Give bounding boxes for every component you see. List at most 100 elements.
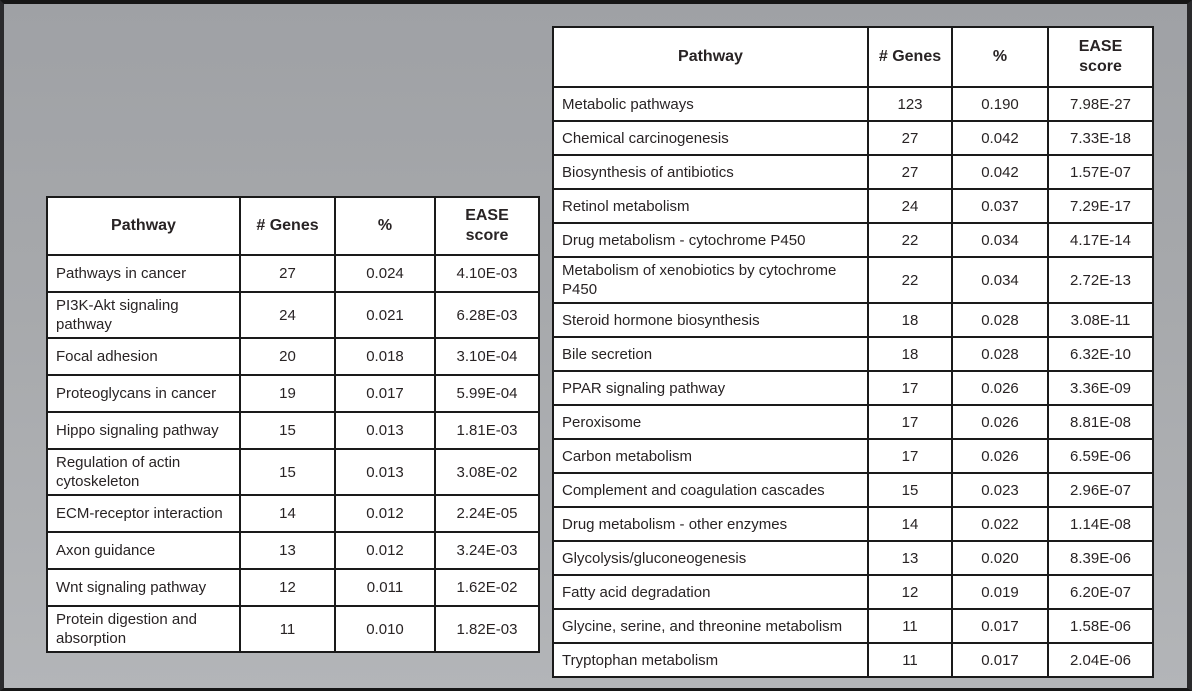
percent-cell: 0.011 [334, 568, 436, 607]
ease-score-cell: 2.96E-07 [1047, 472, 1154, 508]
genes-cell: 14 [239, 494, 336, 533]
genes-cell: 18 [867, 302, 953, 338]
pathway-cell: Proteoglycans in cancer [46, 374, 241, 413]
genes-cell: 13 [239, 531, 336, 570]
column-header: Pathway [552, 26, 869, 88]
table-row: Bile secretion 18 0.028 6.32E-10 [552, 336, 1154, 372]
ease-score-cell: 1.57E-07 [1047, 154, 1154, 190]
table-row: Biosynthesis of antibiotics 27 0.042 1.57E-… [552, 154, 1154, 190]
percent-cell: 0.017 [951, 608, 1049, 644]
ease-score-cell: 3.08E-11 [1047, 302, 1154, 338]
percent-cell: 0.042 [951, 154, 1049, 190]
column-header: EASE score [1047, 26, 1154, 88]
genes-cell: 24 [867, 188, 953, 224]
table-header-row: Pathway # Genes% EASE score [46, 196, 540, 256]
pathway-cell: Regulation of actin cytoskeleton [46, 448, 241, 496]
table-row: Protein digestion and absorption 11 0.010 1… [46, 605, 540, 653]
table-row: ECM-receptor interaction 14 0.012 2.24E-05 [46, 494, 540, 533]
percent-cell: 0.028 [951, 336, 1049, 372]
ease-score-cell: 8.39E-06 [1047, 540, 1154, 576]
genes-cell: 13 [867, 540, 953, 576]
ease-score-cell: 2.04E-06 [1047, 642, 1154, 678]
genes-cell: 12 [867, 574, 953, 610]
genes-cell: 15 [239, 411, 336, 450]
ease-score-cell: 1.14E-08 [1047, 506, 1154, 542]
genes-cell: 27 [867, 154, 953, 190]
table-row: Retinol metabolism 24 0.037 7.29E-17 [552, 188, 1154, 224]
table-row: Regulation of actin cytoskeleton 15 0.013 3… [46, 448, 540, 496]
pathway-cell: Fatty acid degradation [552, 574, 869, 610]
genes-cell: 17 [867, 370, 953, 406]
table-row: Focal adhesion 20 0.018 3.10E-04 [46, 337, 540, 376]
ease-score-cell: 4.10E-03 [434, 254, 540, 293]
table-row: Peroxisome 17 0.026 8.81E-08 [552, 404, 1154, 440]
pathway-cell: PI3K-Akt signaling pathway [46, 291, 241, 339]
pathway-cell: Complement and coagulation cascades [552, 472, 869, 508]
percent-cell: 0.034 [951, 256, 1049, 304]
pathway-enrichment-table-left: Pathway # Genes% EASE score Pathways in ca… [46, 196, 540, 653]
percent-cell: 0.037 [951, 188, 1049, 224]
pathway-cell: Metabolism of xenobiotics by cytochrome … [552, 256, 869, 304]
pathway-cell: Chemical carcinogenesis [552, 120, 869, 156]
table-row: Steroid hormone biosynthesis 18 0.028 3.08E… [552, 302, 1154, 338]
pathway-cell: Protein digestion and absorption [46, 605, 241, 653]
ease-score-cell: 1.58E-06 [1047, 608, 1154, 644]
ease-score-cell: 1.82E-03 [434, 605, 540, 653]
pathway-enrichment-table-right: Pathway # Genes% EASE score Metabolic path… [552, 26, 1154, 678]
genes-cell: 24 [239, 291, 336, 339]
ease-score-cell: 1.81E-03 [434, 411, 540, 450]
table-row: Proteoglycans in cancer 19 0.017 5.99E-04 [46, 374, 540, 413]
pathway-cell: Wnt signaling pathway [46, 568, 241, 607]
genes-cell: 12 [239, 568, 336, 607]
table-row: PPAR signaling pathway 17 0.026 3.36E-09 [552, 370, 1154, 406]
pathway-cell: Metabolic pathways [552, 86, 869, 122]
ease-score-cell: 8.81E-08 [1047, 404, 1154, 440]
percent-cell: 0.013 [334, 411, 436, 450]
genes-cell: 123 [867, 86, 953, 122]
percent-cell: 0.012 [334, 531, 436, 570]
percent-cell: 0.026 [951, 370, 1049, 406]
genes-cell: 22 [867, 222, 953, 258]
genes-cell: 14 [867, 506, 953, 542]
ease-score-cell: 3.36E-09 [1047, 370, 1154, 406]
genes-cell: 15 [239, 448, 336, 496]
percent-cell: 0.012 [334, 494, 436, 533]
percent-cell: 0.026 [951, 404, 1049, 440]
table-row: Axon guidance 13 0.012 3.24E-03 [46, 531, 540, 570]
pathway-cell: Steroid hormone biosynthesis [552, 302, 869, 338]
genes-cell: 27 [867, 120, 953, 156]
ease-score-cell: 6.32E-10 [1047, 336, 1154, 372]
ease-score-cell: 3.24E-03 [434, 531, 540, 570]
percent-cell: 0.018 [334, 337, 436, 376]
pathway-cell: Carbon metabolism [552, 438, 869, 474]
pathway-cell: Glycolysis/gluconeogenesis [552, 540, 869, 576]
pathway-cell: Retinol metabolism [552, 188, 869, 224]
percent-cell: 0.024 [334, 254, 436, 293]
ease-score-cell: 6.59E-06 [1047, 438, 1154, 474]
ease-score-cell: 3.08E-02 [434, 448, 540, 496]
percent-cell: 0.020 [951, 540, 1049, 576]
genes-cell: 11 [867, 642, 953, 678]
pathway-cell: Biosynthesis of antibiotics [552, 154, 869, 190]
pathway-cell: Focal adhesion [46, 337, 241, 376]
column-header: % [951, 26, 1049, 88]
table-row: Glycolysis/gluconeogenesis 13 0.020 8.39E-0… [552, 540, 1154, 576]
table-row: Glycine, serine, and threonine metabolis… [552, 608, 1154, 644]
table-row: Complement and coagulation cascades 15 0.0… [552, 472, 1154, 508]
ease-score-cell: 3.10E-04 [434, 337, 540, 376]
pathway-cell: Bile secretion [552, 336, 869, 372]
genes-cell: 17 [867, 404, 953, 440]
genes-cell: 17 [867, 438, 953, 474]
ease-score-cell: 6.20E-07 [1047, 574, 1154, 610]
pathway-cell: Pathways in cancer [46, 254, 241, 293]
ease-score-cell: 4.17E-14 [1047, 222, 1154, 258]
percent-cell: 0.042 [951, 120, 1049, 156]
ease-score-cell: 7.33E-18 [1047, 120, 1154, 156]
pathway-cell: Glycine, serine, and threonine metabolis… [552, 608, 869, 644]
ease-score-cell: 2.72E-13 [1047, 256, 1154, 304]
percent-cell: 0.017 [334, 374, 436, 413]
column-header: EASE score [434, 196, 540, 256]
percent-cell: 0.010 [334, 605, 436, 653]
table-row: Chemical carcinogenesis 27 0.042 7.33E-18 [552, 120, 1154, 156]
